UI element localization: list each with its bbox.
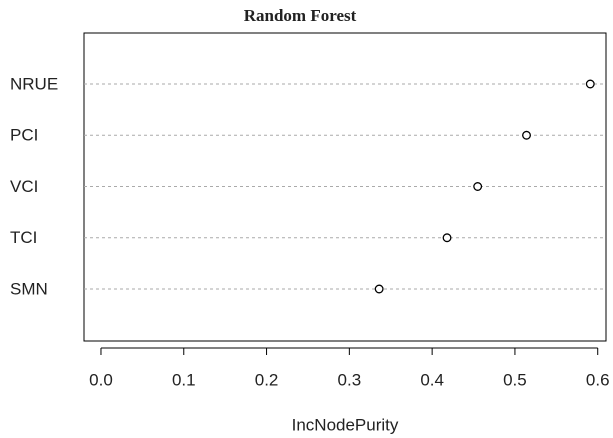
x-axis-label: IncNodePurity bbox=[292, 415, 399, 434]
x-tick-label: 0.2 bbox=[255, 370, 279, 389]
x-tick-label: 0.5 bbox=[503, 370, 527, 389]
x-tick-label: 0.6 bbox=[586, 370, 610, 389]
dot bbox=[442, 233, 452, 243]
x-tick-label: 0.0 bbox=[89, 370, 113, 389]
dot bbox=[374, 284, 384, 294]
dot bbox=[522, 130, 531, 140]
dot bbox=[473, 182, 483, 191]
x-tick-label: 0.3 bbox=[338, 370, 362, 389]
y-tick-label: SMN bbox=[10, 279, 48, 298]
x-tick-label: 0.4 bbox=[420, 370, 444, 389]
y-tick-label: NRUE bbox=[10, 74, 58, 93]
x-tick-label: 0.1 bbox=[172, 370, 196, 389]
y-tick-label: VCI bbox=[10, 177, 38, 196]
chart-title: Random Forest bbox=[244, 6, 357, 25]
y-tick-label: PCI bbox=[10, 126, 38, 145]
dot bbox=[585, 79, 595, 89]
y-tick-label: TCI bbox=[10, 228, 37, 247]
